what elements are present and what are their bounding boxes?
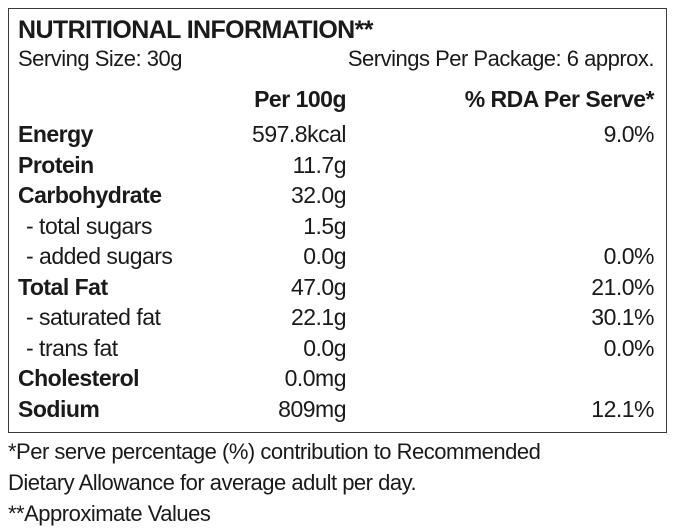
nutrient-row-cholesterol: Cholesterol 0.0mg [9,363,666,394]
column-header-per-100g: Per 100g [254,86,346,112]
nutrient-rows: Energy 597.8kcal 9.0% Protein 11.7g Carb… [9,119,666,424]
footnote-approximate: **Approximate Values [8,501,211,526]
nutrient-rda: 30.1% [591,304,654,330]
nutrient-rda: 21.0% [591,273,654,300]
nutrient-per100: 32.0g [290,182,347,208]
nutrient-per100: 0.0g [303,334,346,361]
nutrient-name: - added sugars [26,243,173,269]
column-header-rda: % RDA Per Serve* [464,86,655,112]
footnotes: *Per serve percentage (%) contribution t… [8,436,541,529]
servings-per-package: Servings Per Package: 6 approx. [347,46,655,71]
nutrient-name: - total sugars [26,212,152,239]
footnote-rda: *Per serve percentage (%) contribution t… [8,439,541,464]
nutrient-row-total-fat: Total Fat 47.0g 21.0% [9,272,666,303]
nutrient-per100: 0.0mg [284,365,347,391]
nutrient-name: - trans fat [26,334,118,361]
nutrient-name: Cholesterol [18,365,140,391]
nutrient-rda: 9.0% [603,121,655,147]
nutrient-row-total-sugars: - total sugars 1.5g [9,211,666,242]
nutrient-rda: 12.1% [591,395,654,422]
nutrient-row-sodium: Sodium 809mg 12.1% [9,394,666,425]
nutrient-row-energy: Energy 597.8kcal 9.0% [9,119,666,150]
nutrient-name: Sodium [18,395,100,422]
nutrient-name: Energy [18,121,93,147]
nutrient-per100: 11.7g [292,151,347,178]
nutrient-name: Total Fat [18,273,108,300]
nutrient-per100: 0.0g [303,243,346,269]
nutrient-rda: 0.0% [603,243,655,269]
panel-title: NUTRITIONAL INFORMATION** [18,16,373,44]
nutrient-name: Carbohydrate [18,182,162,208]
nutrient-row-carbohydrate: Carbohydrate 32.0g [9,180,666,211]
nutrient-per100: 1.5g [303,212,346,239]
nutrient-name: - saturated fat [26,304,161,330]
nutrient-row-added-sugars: - added sugars 0.0g 0.0% [9,241,666,272]
nutrient-row-saturated-fat: - saturated fat 22.1g 30.1% [9,302,666,333]
nutrition-panel: NUTRITIONAL INFORMATION** Serving Size: … [8,8,667,433]
serving-size: Serving Size: 30g [18,46,182,71]
nutrient-per100: 597.8kcal [252,121,346,147]
nutrient-per100: 47.0g [290,273,347,300]
nutrient-rda: 0.0% [603,334,655,361]
nutrient-row-trans-fat: - trans fat 0.0g 0.0% [9,333,666,364]
nutrient-row-protein: Protein 11.7g [9,150,666,181]
nutrient-name: Protein [18,151,94,178]
footnote-rda-continued: Dietary Allowance for average adult per … [8,470,417,495]
nutrient-per100: 809mg [278,395,346,422]
nutrient-per100: 22.1g [290,304,347,330]
